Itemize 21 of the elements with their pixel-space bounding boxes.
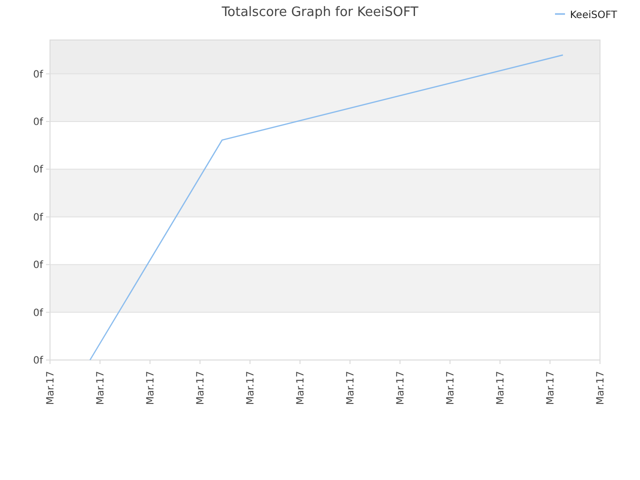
x-tick-label: Mar.17 (496, 371, 506, 405)
x-tick-label: Mar.17 (96, 371, 106, 405)
legend-label: KeeiSOFT (570, 10, 618, 21)
text: 0f (33, 356, 44, 366)
x-tick-label: Mar.17 (546, 371, 556, 405)
x-tick-label: Mar.17 (296, 371, 306, 405)
text: 0f (33, 117, 44, 128)
text: 0f (33, 260, 44, 272)
x-tick-label: Mar.17 (46, 371, 56, 405)
text: 0f (33, 69, 44, 80)
x-tick-label: Mar.17 (246, 371, 256, 405)
x-tick-label: Mar.17 (446, 371, 456, 405)
x-tick-label: Mar.17 (596, 371, 606, 405)
text: 0f (33, 164, 44, 176)
x-tick-label: Mar.17 (346, 371, 356, 405)
text: 0f (33, 308, 44, 319)
x-tick-label: Mar.17 (196, 371, 206, 405)
chart-title: Totalscore Graph for KeeiSOFT (220, 5, 418, 20)
text: 0f (33, 212, 44, 224)
x-tick-label: Mar.17 (396, 371, 406, 405)
x-tick-label: Mar.17 (146, 371, 156, 405)
